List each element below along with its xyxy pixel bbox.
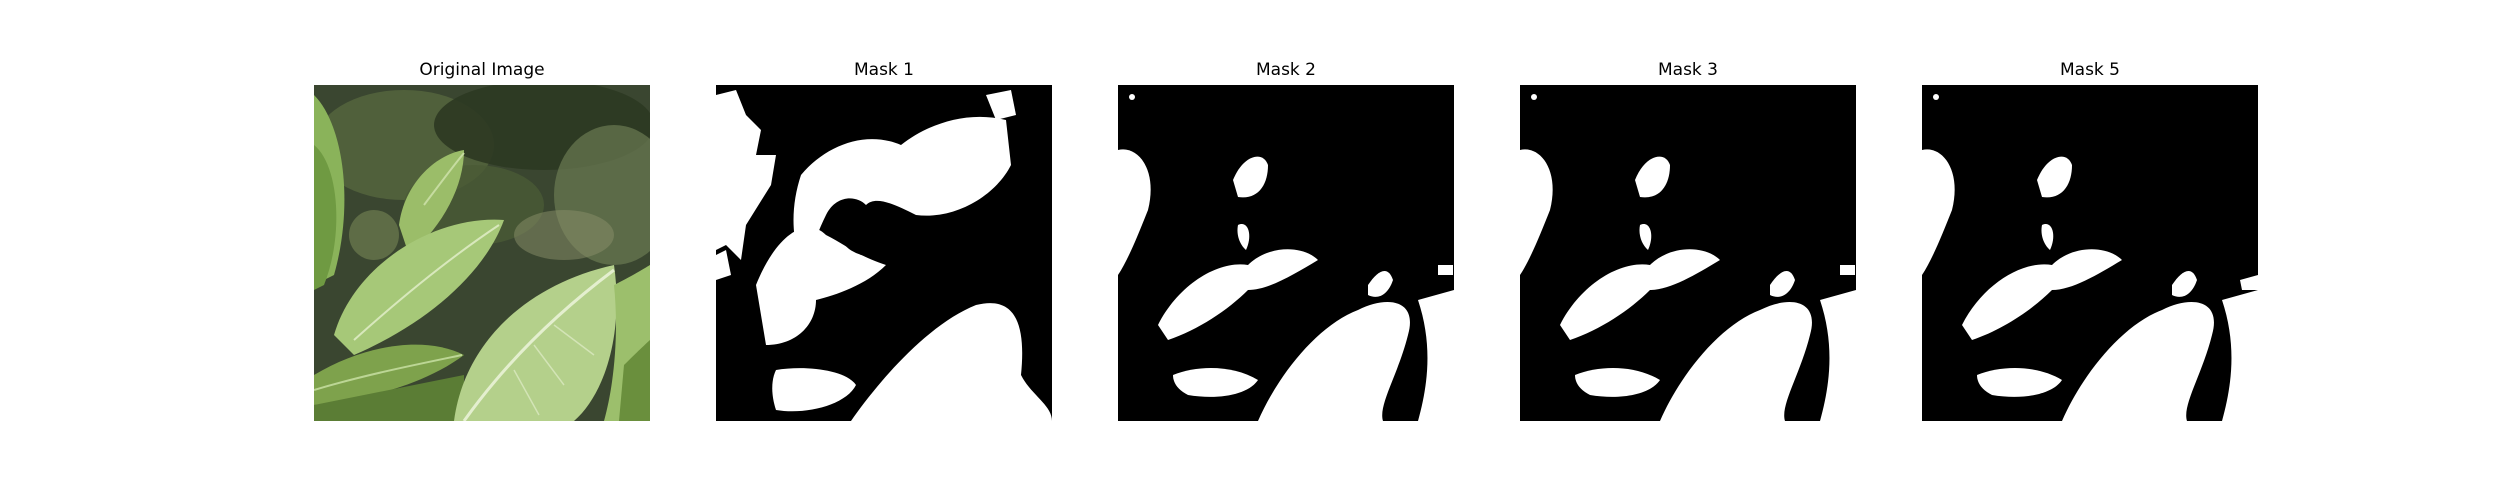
panel-title: Mask 5 <box>2059 60 2120 80</box>
mask-image <box>1520 85 1856 421</box>
mask-image <box>1118 85 1454 421</box>
mask-image <box>1922 85 2258 421</box>
panel-title: Mask 2 <box>1255 60 1316 80</box>
original-image <box>314 85 650 421</box>
mask-image <box>716 85 1052 421</box>
panel-title: Original Image <box>419 60 545 80</box>
panel-title: Mask 1 <box>853 60 914 80</box>
panel-title: Mask 3 <box>1657 60 1718 80</box>
